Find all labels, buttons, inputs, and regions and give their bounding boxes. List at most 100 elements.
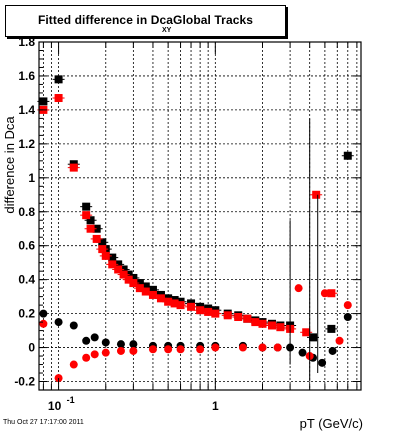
series-2-point — [86, 224, 95, 233]
series-3-point — [82, 336, 91, 345]
series-4-point — [129, 346, 138, 355]
series-2-point — [141, 287, 150, 296]
series-2-point — [129, 279, 138, 288]
axes: -0.2 0 0.2 0.4 0.6 0.8 1 1.2 1.4 1.6 1.8 10 -1 1 — [14, 35, 362, 413]
series-2-point — [54, 94, 63, 103]
series-1-point — [108, 253, 117, 262]
series-2-point — [114, 265, 123, 274]
y-tick-label: 0.4 — [18, 273, 35, 287]
series-4-point — [176, 345, 185, 354]
y-tick-label: 1.6 — [18, 69, 35, 83]
series-4-point — [164, 345, 173, 354]
series-1-point — [54, 75, 63, 84]
series-2-point — [187, 302, 196, 311]
series-4-point — [101, 348, 110, 357]
series-2-point — [108, 260, 117, 269]
series-2-point — [124, 275, 133, 284]
series-1-point — [39, 97, 48, 106]
series-2-point — [204, 307, 213, 316]
x-tick-label: 10 — [48, 399, 62, 413]
y-tick-label: 0.2 — [18, 307, 35, 321]
series-3-point — [328, 346, 337, 355]
y-tick-label: 0 — [28, 341, 35, 355]
series-1-point — [141, 282, 150, 291]
series-1-point — [98, 238, 107, 247]
series-1-point — [86, 216, 95, 225]
series-4-point — [335, 336, 344, 345]
series-2-point — [69, 163, 78, 172]
series-2-point — [170, 299, 179, 308]
series-3-point — [343, 313, 352, 322]
series-2-point — [176, 301, 185, 310]
series-4-point — [69, 360, 78, 369]
datestamp: Thu Oct 27 17:17:00 2011 — [3, 419, 84, 426]
series-1-point — [135, 279, 144, 288]
series-2-point — [251, 318, 260, 327]
series-2-point — [82, 211, 91, 220]
series-2-point — [243, 314, 252, 323]
series-3-point — [69, 321, 78, 330]
chart-title: Fitted difference in Dca — [37, 13, 174, 27]
series-4-point — [116, 346, 125, 355]
series-2-point — [211, 309, 220, 318]
series-4-point — [294, 284, 303, 293]
series-4-point — [211, 343, 220, 352]
series-2-point — [164, 297, 173, 306]
y-tick-label: 1.2 — [18, 137, 35, 151]
chart-title-subscript: XY — [162, 27, 172, 34]
y-tick-label: 1.8 — [18, 35, 35, 49]
series-4-point — [82, 353, 91, 362]
series-2-point — [276, 323, 285, 332]
series-2-point — [92, 234, 101, 243]
series-3-point — [101, 338, 110, 347]
series-4-point — [320, 289, 329, 298]
series-2-point — [101, 251, 110, 260]
y-tick-label: 0.8 — [18, 205, 35, 219]
series-2-point — [234, 313, 243, 322]
series-2-point — [119, 270, 128, 279]
x-axis-title: pT (GeV/c) — [300, 416, 363, 431]
series-2-point — [302, 328, 311, 337]
x-tick-label-exponent: -1 — [67, 395, 75, 405]
series-1-point — [92, 224, 101, 233]
series-2-point — [98, 245, 107, 254]
y-tick-label: -0.2 — [14, 375, 35, 389]
series-4-point — [90, 350, 99, 359]
series-2-point — [327, 289, 336, 298]
chart-title-tail: Global Tracks — [173, 13, 254, 27]
series-2-point — [258, 319, 267, 328]
series-2-point — [148, 290, 157, 299]
series-2-point — [196, 306, 205, 315]
series-3-point — [318, 358, 327, 367]
series-2-point — [135, 284, 144, 293]
y-axis-title: difference in Dca — [2, 116, 17, 214]
series-2-point — [223, 311, 232, 320]
series-3-point — [54, 318, 63, 327]
series-3-point — [90, 333, 99, 342]
series-3-point — [298, 348, 307, 357]
series-4-point — [39, 319, 48, 328]
series-3-point — [129, 340, 138, 349]
x-tick-label: 1 — [212, 399, 219, 413]
series-1-point — [82, 202, 91, 211]
data-marks — [37, 75, 354, 383]
series-1-point — [327, 324, 336, 333]
series-4-point — [148, 345, 157, 354]
series-4-point — [273, 343, 282, 352]
series-1-point — [129, 273, 138, 282]
series-2-point — [268, 321, 277, 330]
series-2-point — [312, 190, 321, 199]
series-1-point — [343, 151, 352, 160]
series-4-point — [196, 345, 205, 354]
series-1-point — [148, 285, 157, 294]
series-4-point — [238, 343, 247, 352]
series-1-point — [309, 333, 318, 342]
series-4-point — [343, 301, 352, 310]
plot-frame — [38, 41, 362, 391]
series-3-point — [116, 340, 125, 349]
y-tick-label: 1 — [28, 171, 35, 185]
y-tick-label: 1.4 — [18, 103, 35, 117]
series-2-point — [156, 294, 165, 303]
chart-title-box: Fitted difference in DcaGlobal Tracks XY — [5, 5, 286, 37]
